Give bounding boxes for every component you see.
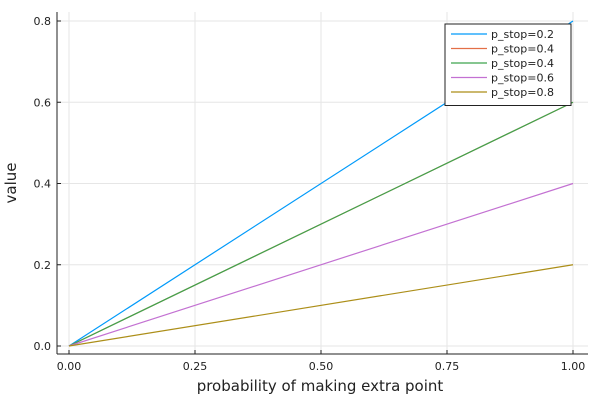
- ticks: 0.00 0.25 0.50 0.75 1.00 0.0 0.2 0.4 0.6 0.8: [34, 15, 586, 373]
- series-line: [68, 264, 574, 347]
- x-tick-label: 0.75: [435, 360, 460, 373]
- y-tick-label: 0.4: [34, 178, 52, 191]
- x-tick-label: 0.00: [57, 360, 82, 373]
- y-tick-label: 0.2: [34, 259, 52, 272]
- y-tick-label: 0.8: [34, 15, 52, 28]
- legend-label: p_stop=0.6: [491, 72, 554, 85]
- y-axis-label: value: [2, 163, 20, 204]
- y-tick-label: 0.0: [34, 340, 52, 353]
- x-tick-label: 0.50: [309, 360, 334, 373]
- x-tick-label: 1.00: [561, 360, 586, 373]
- legend-label: p_stop=0.4: [491, 43, 554, 56]
- y-tick-label: 0.6: [34, 96, 52, 109]
- legend-label: p_stop=0.2: [491, 28, 554, 41]
- legend: p_stop=0.2 p_stop=0.4p_stop=0.4 p_stop=0.6…: [444, 23, 572, 106]
- x-axis-label: probability of making extra point: [197, 377, 444, 395]
- legend-label: p_stop=0.4: [491, 57, 554, 70]
- x-tick-label: 0.25: [183, 360, 208, 373]
- legend-label: p_stop=0.8: [491, 86, 554, 99]
- series-line: [68, 182, 574, 347]
- series-line: [68, 101, 574, 347]
